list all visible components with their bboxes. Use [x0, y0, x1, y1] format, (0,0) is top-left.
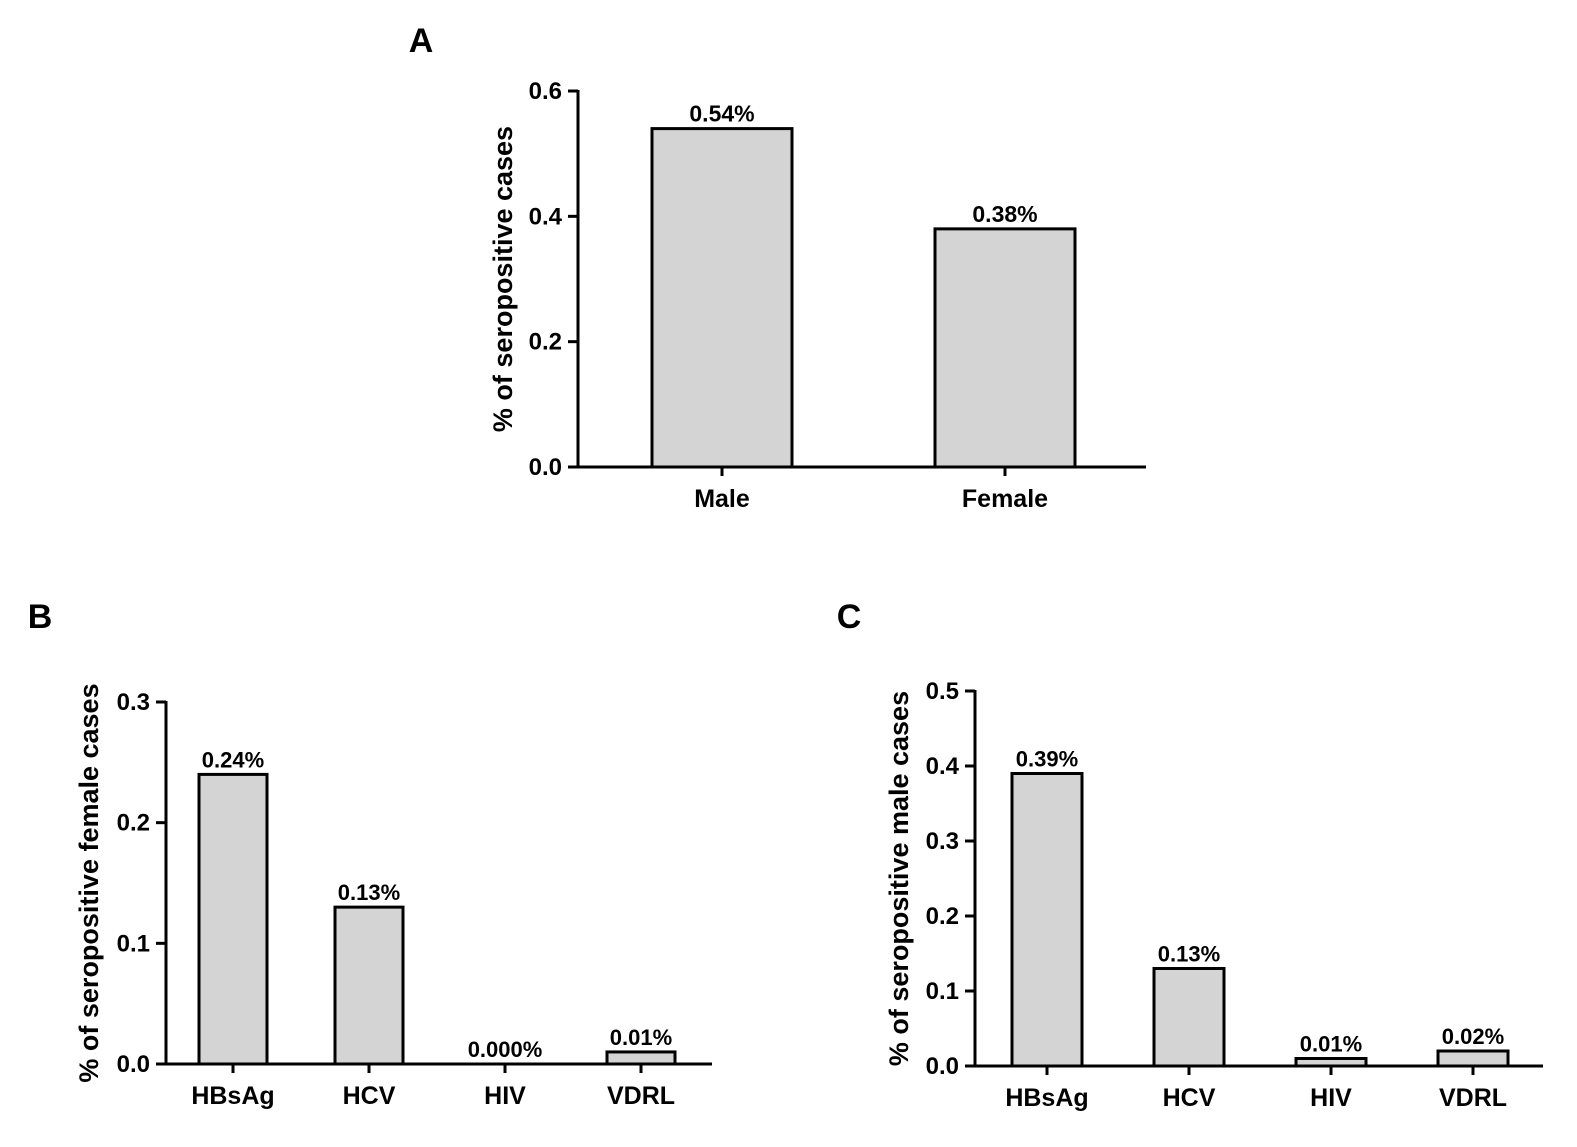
x-tick-label-vdrl: VDRL — [1439, 1084, 1507, 1112]
data-label-hiv: 0.000% — [468, 1037, 543, 1062]
y-axis-title: % of seropositive female cases — [74, 683, 104, 1082]
x-tick-label-hbsag: HBsAg — [1005, 1084, 1088, 1112]
x-tick-label-hiv: HIV — [1310, 1084, 1352, 1112]
y-tick-label: 0.6 — [529, 78, 562, 105]
y-tick-label: 0.2 — [529, 329, 562, 356]
bar-hcv — [333, 905, 405, 1066]
panel-c-letter: C — [837, 598, 862, 636]
y-tick-label: 0.3 — [926, 828, 959, 855]
bar-hbsag — [197, 772, 269, 1066]
data-label-hbsag: 0.39% — [1016, 747, 1078, 772]
x-tick-label-hcv: HCV — [1163, 1084, 1216, 1112]
x-tick-label-hbsag: HBsAg — [191, 1082, 274, 1110]
y-tick-label: 0.0 — [117, 1051, 150, 1078]
x-tick-label-vdrl: VDRL — [607, 1082, 675, 1110]
y-axis-title: % of seropositive male cases — [884, 691, 914, 1066]
chart-panel-c: 0.39% HBsAg 0.13% HCV 0.01% HIV 0.02% VDRL 0.0 0.… — [884, 678, 1543, 1112]
y-tick-label: 0.0 — [529, 454, 562, 481]
x-tick-label-hcv: HCV — [343, 1082, 396, 1110]
y-tick-label: 0.0 — [926, 1053, 959, 1080]
bar-hbsag — [1010, 772, 1084, 1068]
x-tick-label-female: Female — [962, 485, 1048, 513]
bar-male — [650, 127, 794, 469]
y-tick-label: 0.3 — [117, 689, 150, 716]
y-tick-label: 0.4 — [529, 203, 563, 230]
y-tick-label: 0.2 — [117, 810, 150, 837]
chart-panel-b: 0.24% HBsAg 0.13% HCV 0.000% HIV 0.01% VDRL 0.0 0… — [74, 683, 712, 1110]
y-tick-label: 0.5 — [926, 678, 959, 705]
data-label-female: 0.38% — [972, 201, 1037, 227]
bar-hcv — [1152, 967, 1226, 1068]
data-label-hiv: 0.01% — [1300, 1032, 1362, 1057]
y-tick-label: 0.1 — [117, 930, 150, 957]
x-tick-label-hiv: HIV — [484, 1082, 526, 1110]
data-label-male: 0.54% — [689, 101, 754, 127]
chart-panel-a: 0.54% Male 0.38% Female 0.0 0.2 0.4 0.6 % of ser… — [488, 78, 1146, 513]
y-axis-title: % of seropositive cases — [488, 126, 518, 432]
bar-vdrl — [1436, 1049, 1510, 1068]
panel-b-letter: B — [28, 598, 53, 636]
bar-female — [933, 227, 1077, 469]
data-label-hbsag: 0.24% — [202, 747, 264, 772]
data-label-vdrl: 0.02% — [1442, 1024, 1504, 1049]
y-tick-label: 0.4 — [926, 753, 960, 780]
panel-a-letter: A — [409, 22, 434, 60]
data-label-hcv: 0.13% — [1158, 942, 1220, 967]
y-tick-label: 0.2 — [926, 903, 959, 930]
data-label-hcv: 0.13% — [338, 880, 400, 905]
x-tick-label-male: Male — [694, 485, 750, 513]
y-tick-label: 0.1 — [926, 978, 959, 1005]
data-label-vdrl: 0.01% — [610, 1025, 672, 1050]
bar-vdrl — [605, 1050, 677, 1066]
